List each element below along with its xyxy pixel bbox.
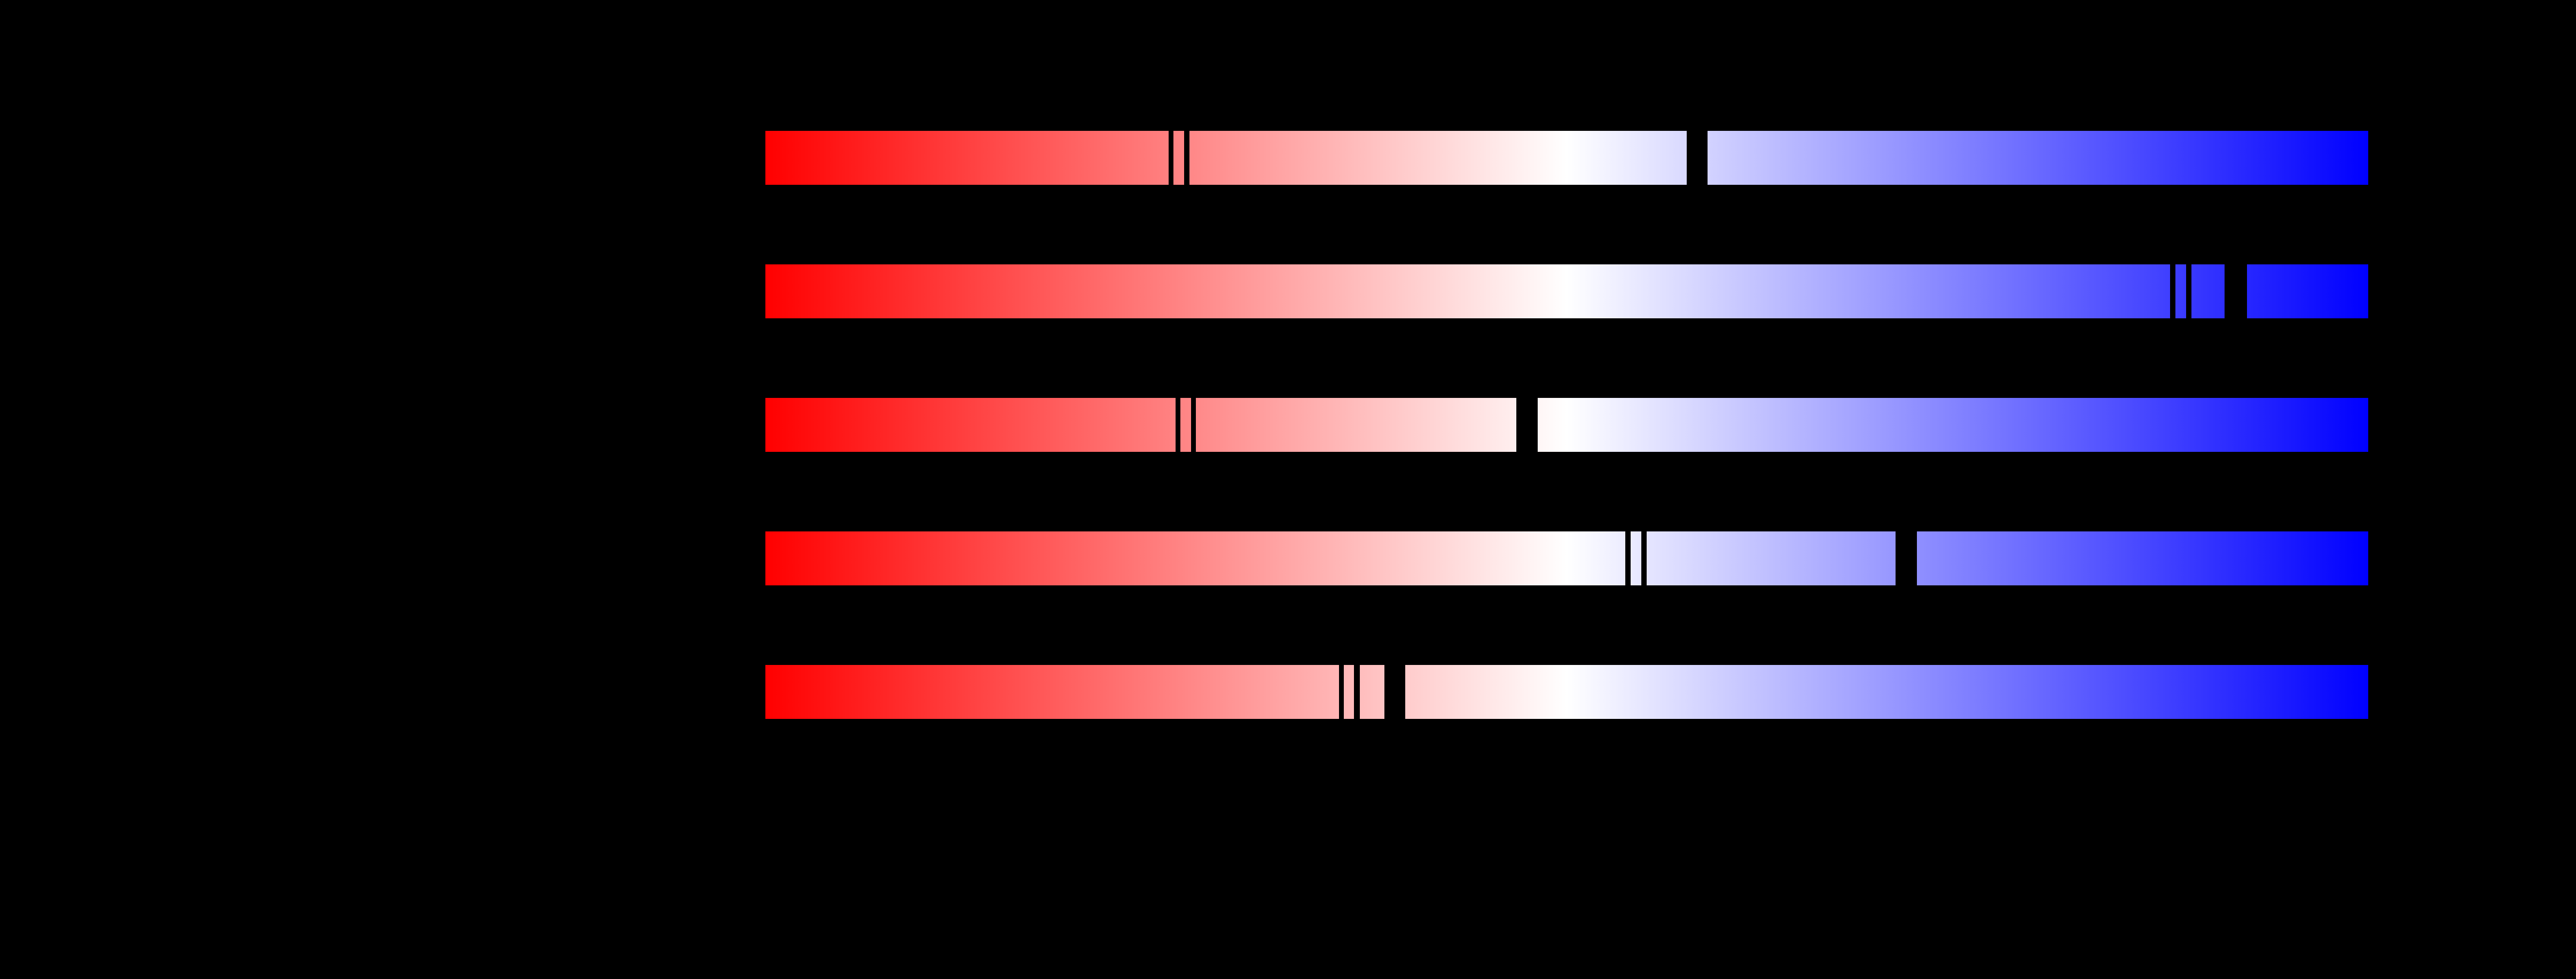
bar-break-marker <box>1516 397 1538 453</box>
bar-break-marker <box>1339 664 1344 720</box>
bar-break-marker <box>2186 263 2191 319</box>
bar-break-marker <box>1191 397 1196 453</box>
gradient-bar-row-3 <box>765 397 2368 453</box>
gradient-bar-row-4 <box>765 530 2368 586</box>
bar-break-marker <box>1625 530 1631 586</box>
bar-break-marker <box>2225 263 2247 319</box>
bar-break-marker <box>2170 263 2175 319</box>
bar-break-marker <box>1354 664 1360 720</box>
bar-break-marker <box>1169 130 1173 186</box>
bar-break-marker <box>1184 130 1189 186</box>
bar-break-marker <box>1384 664 1405 720</box>
bar-break-marker <box>1641 530 1647 586</box>
gradient-bar-row-1 <box>765 130 2368 186</box>
bar-break-marker <box>1176 397 1180 453</box>
gradient-bar-row-2 <box>765 263 2368 319</box>
bar-break-marker <box>1896 530 1917 586</box>
bar-break-marker <box>1687 130 1708 186</box>
gradient-bar-row-5 <box>765 664 2368 720</box>
